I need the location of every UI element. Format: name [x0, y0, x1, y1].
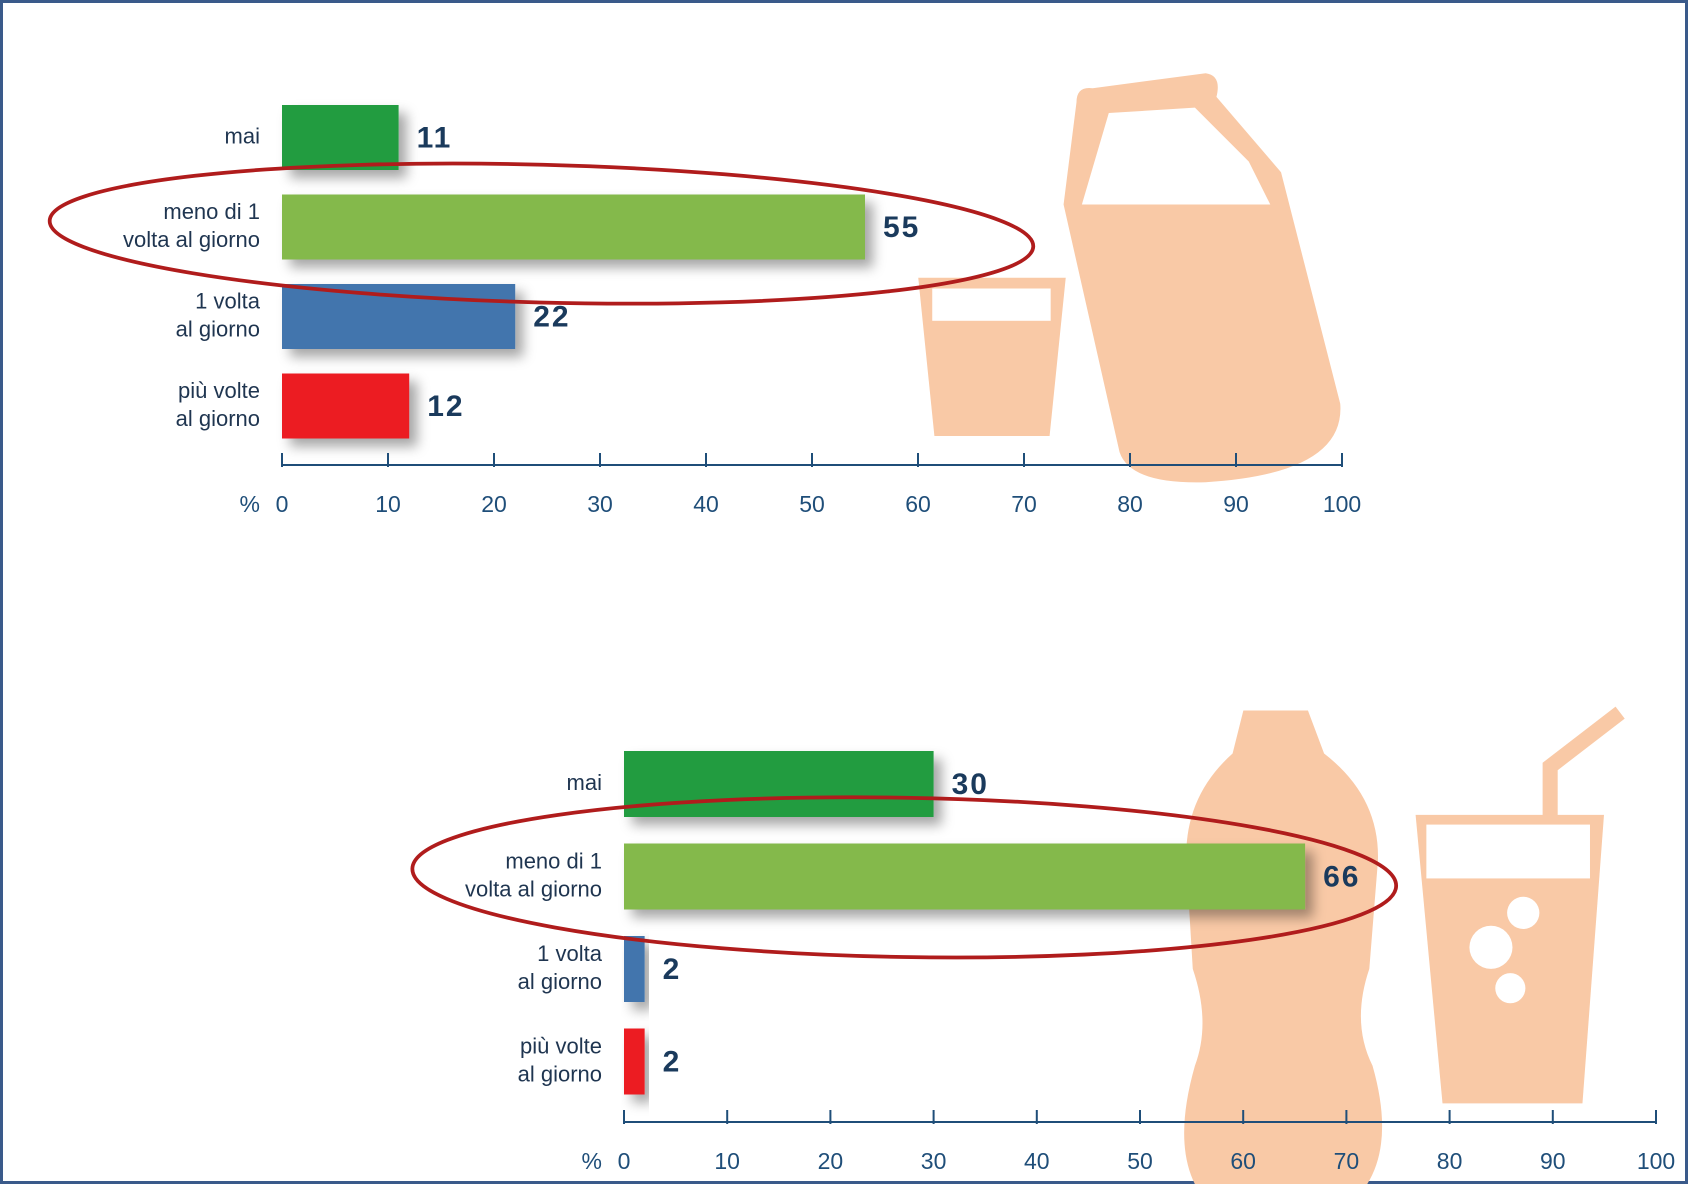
category-label: più volte	[178, 378, 260, 403]
illustrations	[918, 73, 1625, 1184]
x-tick-label: 50	[1127, 1148, 1153, 1174]
x-tick-label: 100	[1323, 491, 1361, 517]
x-tick-label: 60	[905, 491, 931, 517]
x-tick-label: 20	[481, 491, 507, 517]
bar	[282, 105, 399, 170]
category-label: meno di 1	[163, 199, 260, 224]
x-tick-label: 20	[818, 1148, 844, 1174]
category-label: meno di 1	[505, 848, 602, 873]
bubble	[1495, 973, 1526, 1004]
x-tick-label: 40	[693, 491, 719, 517]
jug-window	[1081, 107, 1271, 205]
x-axis-label: %	[240, 491, 260, 517]
bar	[282, 373, 410, 439]
x-tick-label: 50	[799, 491, 825, 517]
category-label: al giorno	[518, 969, 602, 994]
bar	[624, 843, 1306, 910]
highlights	[47, 161, 1399, 960]
x-tick-label: 70	[1334, 1148, 1360, 1174]
bar	[282, 194, 865, 260]
straw	[1542, 706, 1625, 819]
category-label: 1 volta	[195, 288, 261, 313]
category-label: più volte	[520, 1033, 602, 1058]
category-label: al giorno	[176, 316, 260, 341]
x-axis-label: %	[582, 1148, 602, 1174]
value-label: 30	[952, 768, 989, 801]
category-label: 1 volta	[537, 941, 603, 966]
x-tick-label: 100	[1637, 1148, 1675, 1174]
x-tick-label: 40	[1024, 1148, 1050, 1174]
x-tick-label: 70	[1011, 491, 1037, 517]
bar	[624, 1028, 645, 1095]
category-label: volta al giorno	[465, 876, 602, 901]
highlight-ellipse	[47, 161, 1036, 306]
category-label: volta al giorno	[123, 227, 260, 252]
value-label: 2	[663, 1045, 682, 1078]
x-tick-label: 10	[714, 1148, 740, 1174]
x-tick-label: 0	[276, 491, 289, 517]
glass-window	[932, 288, 1051, 321]
bar	[624, 751, 934, 817]
category-label: mai	[567, 770, 602, 795]
value-label: 11	[417, 121, 453, 154]
value-label: 55	[883, 211, 920, 244]
x-tick-label: 30	[921, 1148, 947, 1174]
category-label: al giorno	[176, 406, 260, 431]
x-tick-label: 90	[1540, 1148, 1566, 1174]
value-label: 2	[663, 953, 682, 986]
bar	[624, 936, 645, 1002]
bubble	[1507, 896, 1540, 930]
x-tick-label: 30	[587, 491, 613, 517]
bubble	[1469, 925, 1513, 969]
category-label: al giorno	[518, 1061, 602, 1086]
x-tick-label: 90	[1223, 491, 1249, 517]
x-tick-label: 80	[1117, 491, 1143, 517]
value-label: 22	[533, 300, 570, 333]
x-tick-label: 10	[375, 491, 401, 517]
glass-icon	[1415, 814, 1604, 1104]
value-label: 66	[1323, 860, 1360, 893]
bar	[282, 284, 516, 349]
x-tick-label: 60	[1230, 1148, 1256, 1174]
highlight-ellipse	[410, 795, 1399, 960]
glass-window	[1426, 824, 1590, 879]
bottle-icon	[1184, 710, 1383, 1184]
x-tick-label: 80	[1437, 1148, 1463, 1174]
value-label: 12	[427, 390, 464, 423]
category-label: mai	[225, 123, 260, 148]
x-tick-label: 0	[618, 1148, 631, 1174]
